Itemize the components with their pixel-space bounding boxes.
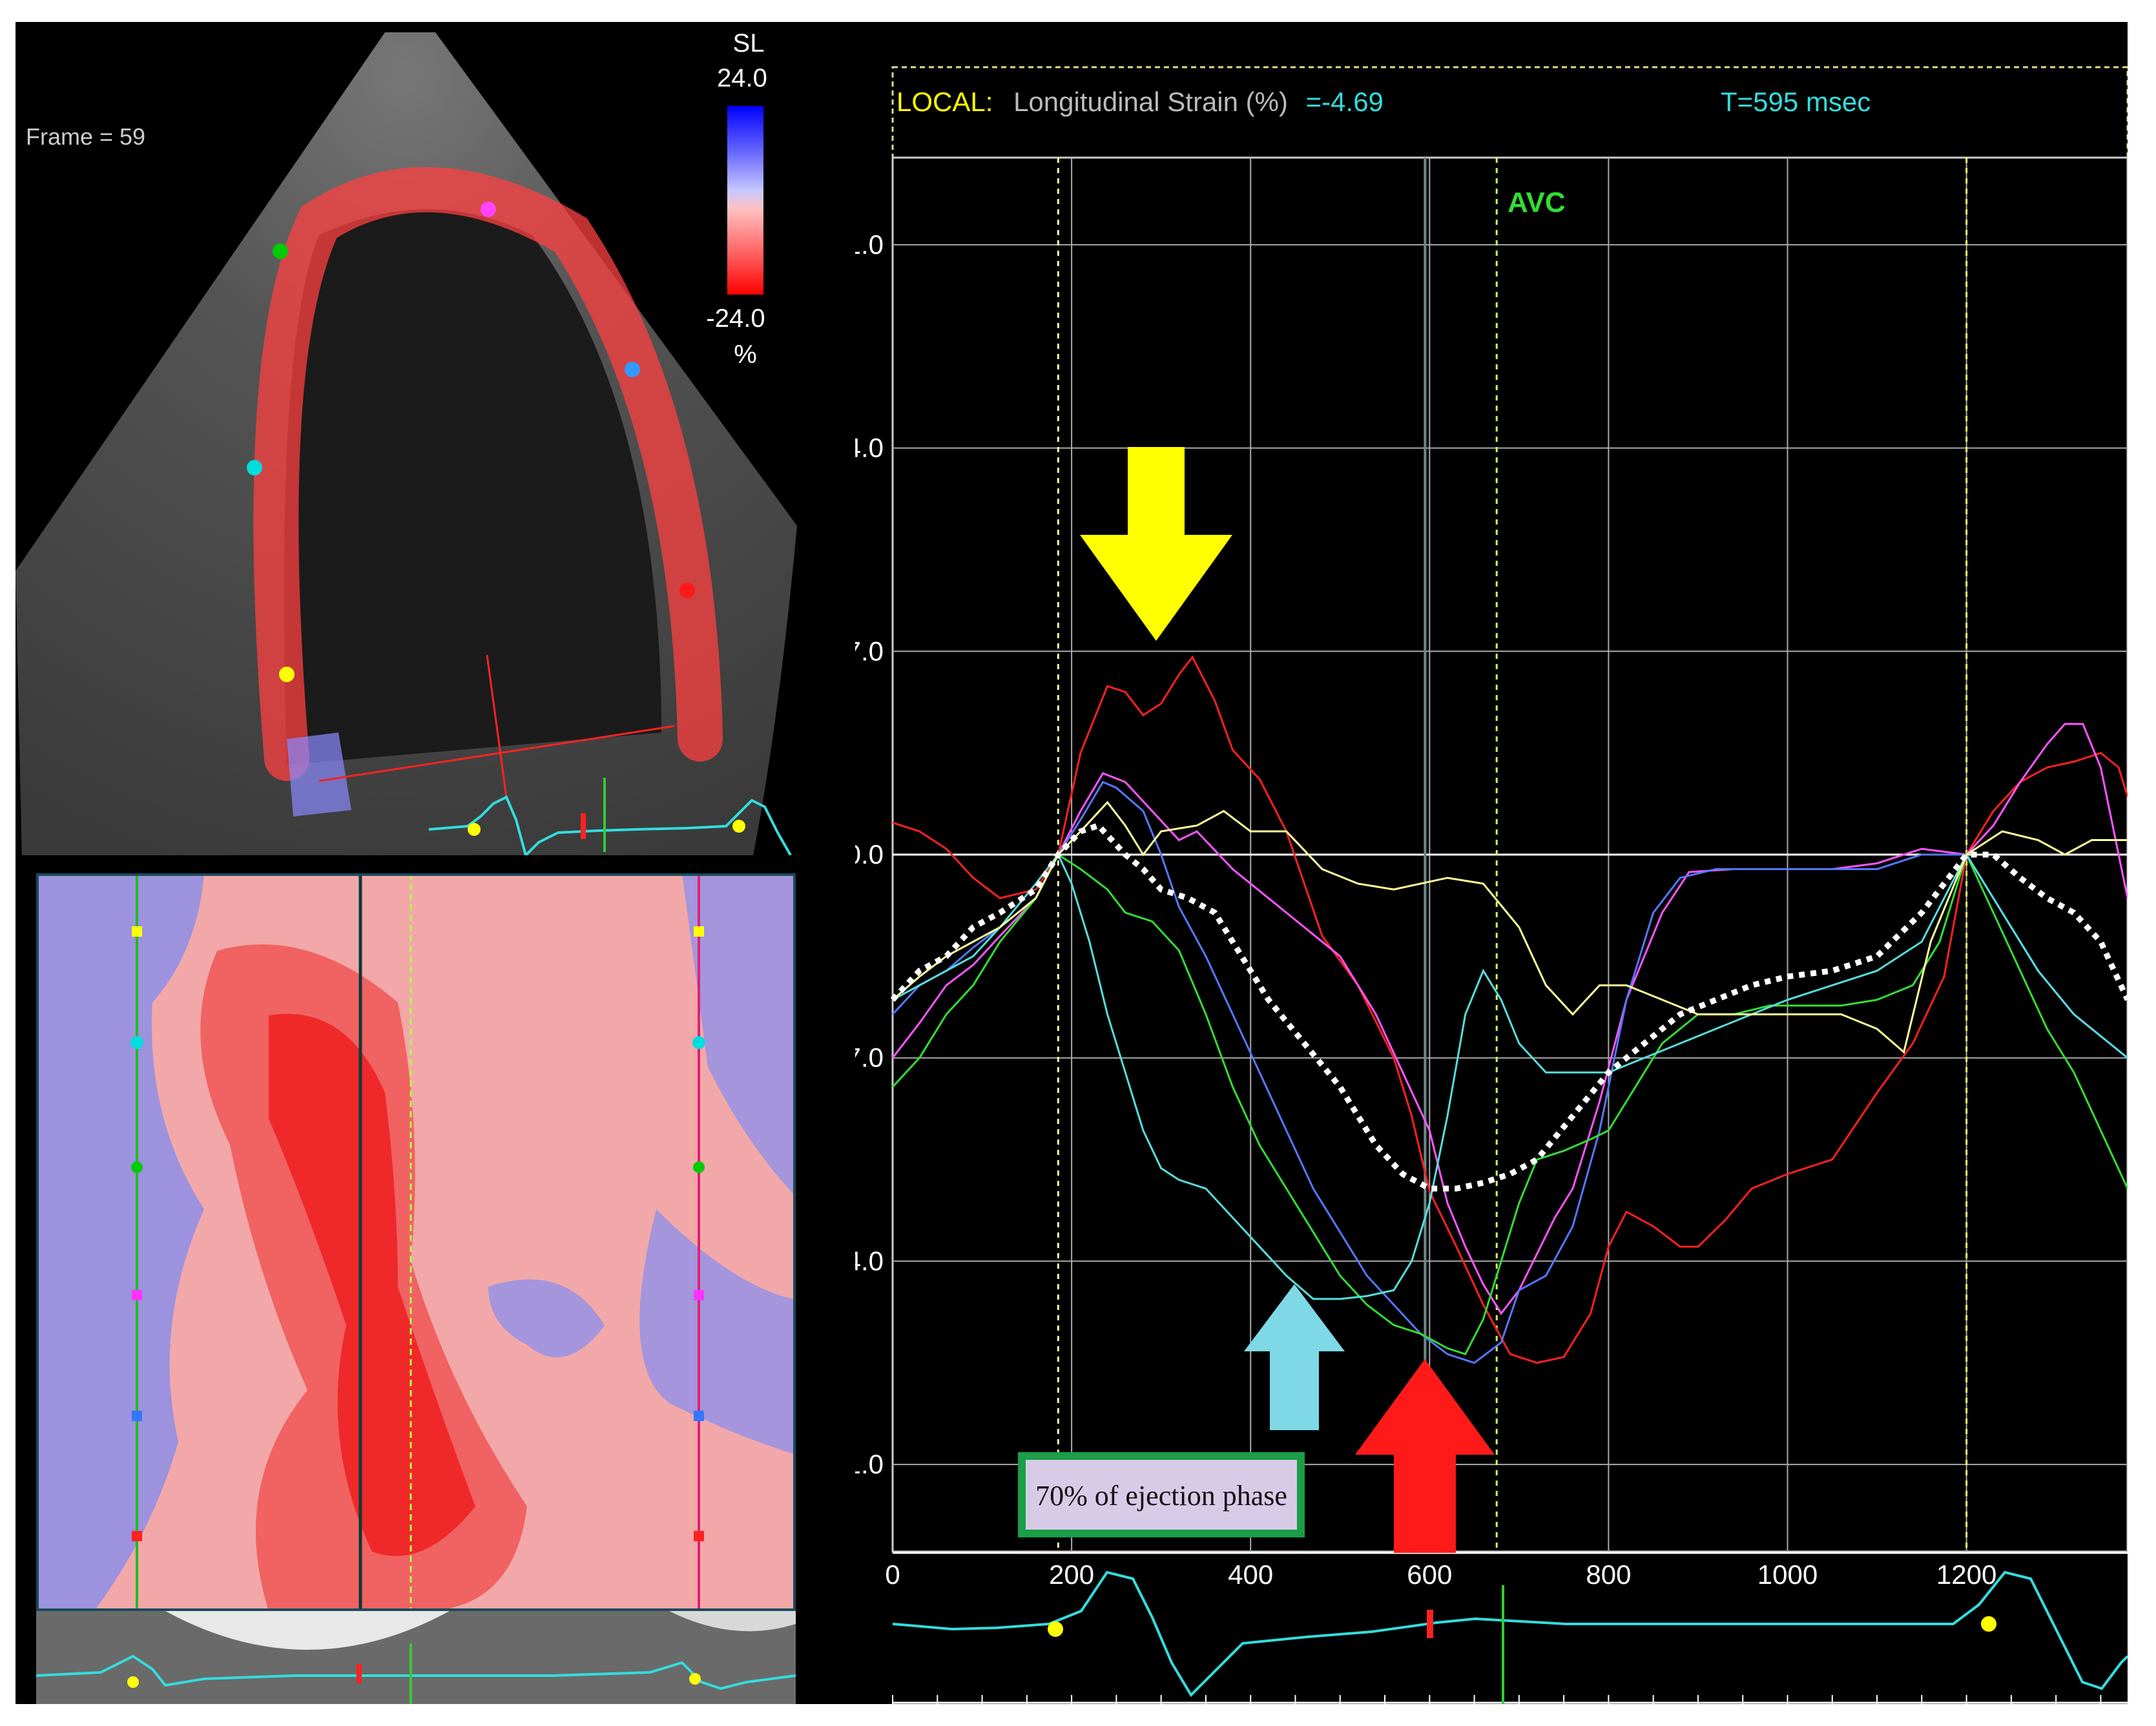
measure-value: =-4.69 bbox=[1306, 87, 1384, 117]
lv-cavity bbox=[284, 209, 661, 765]
strain-series-line-5[interactable] bbox=[892, 852, 2128, 1300]
strain-plot[interactable]: 21.0 14.0 7.0 0.0 -7.0 -14.0 -21.0 0 200 400 600 80… bbox=[855, 156, 2128, 1704]
frame-label: Frame = 59 bbox=[26, 123, 145, 150]
local-label: LOCAL: bbox=[897, 87, 993, 117]
blue-region-right bbox=[682, 873, 796, 1196]
x-tick-label: 200 bbox=[1049, 1559, 1094, 1590]
x-tick-label: 400 bbox=[1228, 1559, 1273, 1590]
colorbar bbox=[727, 106, 763, 295]
ecg-main-marker-start bbox=[1048, 1621, 1063, 1637]
x-tick-label: 800 bbox=[1586, 1559, 1631, 1590]
x-tick-label: 0 bbox=[885, 1559, 900, 1590]
ecg-main-marker-end bbox=[1981, 1616, 1996, 1632]
ecg-mini-cursor[interactable] bbox=[581, 813, 586, 839]
x-tick-label: 600 bbox=[1407, 1559, 1452, 1590]
blue-region-left bbox=[36, 873, 204, 1611]
myocardium-strain-band bbox=[253, 167, 723, 781]
blue-region-right-mid bbox=[639, 1209, 796, 1455]
header-box bbox=[891, 66, 2128, 159]
red-arrow bbox=[1355, 1359, 1495, 1553]
echo-apical-view[interactable]: Frame = 59 SL 24.0 -24.0 % bbox=[16, 22, 798, 855]
ecg-mini-trace bbox=[428, 795, 792, 855]
ecg-main-trace bbox=[892, 1570, 2128, 1698]
segment-markers bbox=[130, 926, 705, 1541]
y-tick-label: 7.0 bbox=[855, 636, 884, 666]
strain-graph-panel[interactable]: LOCAL: Longitudinal Strain (%) =-4.69 T=… bbox=[855, 41, 2128, 1704]
strain-analysis-screen: Frame = 59 SL 24.0 -24.0 % bbox=[16, 22, 2128, 1704]
red-core-center bbox=[269, 1014, 475, 1556]
strain-series-line-6[interactable] bbox=[892, 800, 2128, 1054]
measurement-caliper[interactable] bbox=[318, 654, 675, 798]
mmode-strip bbox=[36, 1611, 796, 1704]
header-text: LOCAL: Longitudinal Strain (%) =-4.69 bbox=[897, 87, 1384, 117]
avc-label: AVC bbox=[1508, 187, 1566, 218]
strain-series-line-7[interactable] bbox=[890, 822, 2128, 1192]
y-tick-label: -14.0 bbox=[855, 1245, 884, 1276]
annotation-text: 70% of ejection phase bbox=[1035, 1480, 1287, 1512]
measure-label: Longitudinal Strain (%) bbox=[1013, 87, 1288, 117]
y-tick-label: 0.0 bbox=[855, 839, 884, 869]
colorbar-min-label: -24.0 bbox=[706, 304, 765, 333]
colorbar-title: SL bbox=[733, 29, 765, 57]
colorbar-max-label: 24.0 bbox=[717, 64, 767, 92]
y-tick-label: 21.0 bbox=[855, 229, 884, 260]
y-tick-label: -21.0 bbox=[855, 1449, 884, 1479]
tracking-points bbox=[247, 202, 695, 682]
colorbar-unit-label: % bbox=[734, 340, 757, 369]
ecg-main-cursor[interactable] bbox=[1427, 1610, 1433, 1638]
strain-series-line-2[interactable] bbox=[891, 723, 2128, 1315]
cyan-arrow bbox=[1244, 1284, 1345, 1430]
strain-series-line-3[interactable] bbox=[891, 780, 2128, 1364]
x-tick-label: 1200 bbox=[1936, 1559, 1996, 1590]
ecg-mini-marker-end bbox=[732, 820, 745, 833]
blue-region-bottom bbox=[488, 1279, 605, 1358]
y-tick-label: -7.0 bbox=[855, 1043, 884, 1073]
strain-colormap[interactable] bbox=[36, 873, 796, 1611]
basal-septum-blue bbox=[287, 733, 351, 816]
y-tick-label: 14.0 bbox=[855, 433, 884, 463]
annotation-box bbox=[1018, 1452, 1305, 1537]
ecg-mini-marker-start bbox=[468, 823, 481, 836]
strain-series-line-4[interactable] bbox=[891, 851, 2128, 1356]
ecg-strip-trace bbox=[36, 1654, 796, 1690]
time-readout: T=595 msec bbox=[1721, 87, 1871, 117]
strain-series-line-1[interactable] bbox=[892, 655, 2128, 1364]
x-tick-label: 1000 bbox=[1757, 1559, 1818, 1590]
yellow-arrow bbox=[1080, 447, 1232, 641]
